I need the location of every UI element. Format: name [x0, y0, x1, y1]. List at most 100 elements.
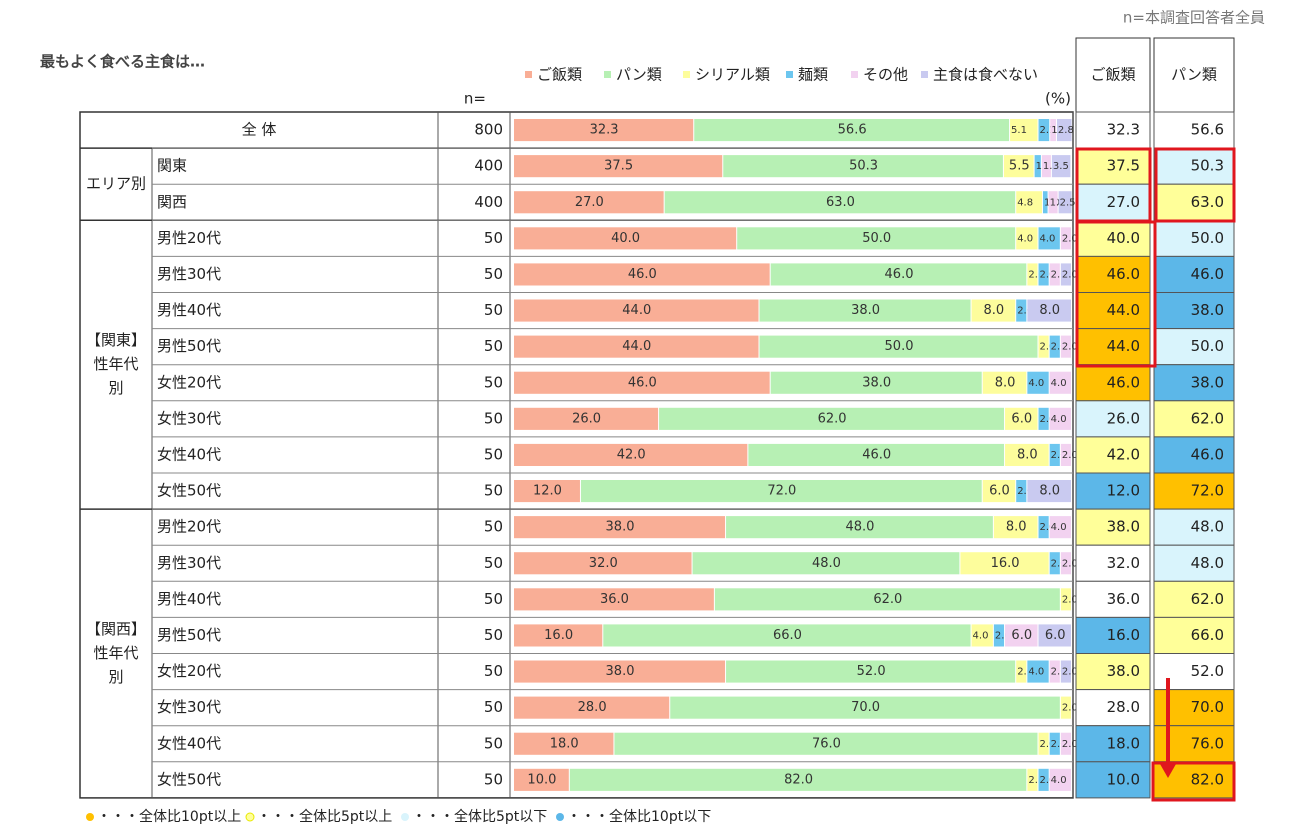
n-value: 400: [474, 193, 503, 211]
unit-label: (%): [1045, 90, 1071, 108]
data-label: 2.0: [1062, 450, 1078, 461]
bar-segment: [1042, 191, 1048, 214]
bar-segment: [982, 371, 1027, 394]
data-label: 4.0: [1040, 233, 1056, 244]
data-label: 5.1: [1011, 125, 1027, 136]
annotations: [1075, 147, 1236, 802]
bar-segment: [1027, 480, 1071, 503]
bar-segment: [1027, 660, 1049, 683]
legend-label: パン類: [616, 66, 662, 84]
data-label: 32.3: [590, 123, 619, 138]
data-label: 70.0: [851, 700, 880, 715]
data-label: 36.0: [600, 592, 629, 607]
bar-segment: [514, 155, 723, 178]
n-value: 50: [484, 662, 503, 680]
bar-segment: [1016, 480, 1027, 503]
data-label: 46.0: [628, 267, 657, 282]
cell-value: 72.0: [1191, 482, 1224, 500]
legend-dot: [401, 813, 409, 821]
data-label: 2.0: [1040, 414, 1056, 425]
cell-value: 27.0: [1107, 193, 1140, 211]
data-label: 52.0: [857, 664, 886, 679]
data-label: 12.0: [533, 484, 562, 499]
n-value: 800: [474, 121, 503, 139]
n-value: 50: [484, 734, 503, 752]
data-label: 2.0: [1017, 667, 1033, 678]
bar-segment: [1049, 768, 1071, 791]
row-label: 女性30代: [157, 409, 221, 427]
data-label: 8.0: [984, 303, 1005, 318]
cell-value: 40.0: [1107, 229, 1140, 247]
bar-segment: [670, 696, 1060, 719]
bar-segment: [692, 552, 960, 575]
bar-segment: [1010, 119, 1038, 142]
data-label: 46.0: [885, 267, 914, 282]
n-value: 50: [484, 337, 503, 355]
bar-segment: [1027, 371, 1049, 394]
data-label: 2.0: [1062, 269, 1078, 280]
bar-segment: [737, 227, 1016, 250]
bar-segment: [1005, 443, 1049, 466]
cell-value: 62.0: [1191, 590, 1224, 608]
cell-value: 44.0: [1107, 337, 1140, 355]
bar-segment: [1060, 696, 1071, 719]
data-label: 2.0: [1040, 775, 1056, 786]
data-label: 26.0: [572, 411, 601, 426]
cell-value: 46.0: [1107, 373, 1140, 391]
row-label: 男性30代: [157, 265, 221, 283]
cell-value: 66.0: [1191, 626, 1224, 644]
data-label: 37.5: [604, 159, 633, 174]
data-label: 2.0: [1028, 269, 1044, 280]
data-label: 16.0: [991, 556, 1020, 571]
data-label: 46.0: [862, 447, 891, 462]
bar-segment: [770, 371, 982, 394]
bar-segment: [694, 119, 1010, 142]
bar-segment: [614, 732, 1038, 755]
data-label: 18.0: [550, 736, 579, 751]
cell-value: 10.0: [1107, 770, 1140, 788]
data-label: 82.0: [784, 772, 813, 787]
data-label: 38.0: [606, 520, 635, 535]
legend-swatch: [851, 71, 858, 78]
legend-label: ・・・全体比5pt以上: [257, 808, 392, 825]
column-header: パン類: [1171, 66, 1217, 84]
n-value: 50: [484, 301, 503, 319]
bar-segment: [1049, 263, 1060, 286]
cell-value: 36.0: [1107, 590, 1140, 608]
cell-value: 50.0: [1191, 229, 1224, 247]
data-label: 6.0: [1045, 628, 1066, 643]
data-label: 4.0: [1051, 775, 1067, 786]
group-label: 性年代: [93, 644, 138, 662]
data-label: 42.0: [617, 447, 646, 462]
bar-segment: [1038, 732, 1049, 755]
legend-label: ・・・全体比5pt以下: [412, 808, 547, 825]
bar-segment: [514, 371, 770, 394]
data-label: 4.0: [1017, 233, 1033, 244]
legend-swatch: [525, 71, 532, 78]
value-cell: [1075, 328, 1151, 366]
row-label: 男性30代: [157, 554, 221, 572]
group-label: 【関東】: [86, 331, 146, 349]
row-label: 女性40代: [157, 734, 221, 752]
bar-segment: [1060, 443, 1071, 466]
data-label: 2.0: [1051, 450, 1067, 461]
cell-value: 46.0: [1191, 445, 1224, 463]
bar-segment: [960, 552, 1049, 575]
data-label: 2.0: [1062, 703, 1078, 714]
n-value: 50: [484, 518, 503, 536]
legend-label: 主食は食べない: [933, 66, 1038, 84]
chart-title: 最もよく食べる主食は…: [40, 53, 205, 71]
data-label: 8.0: [1006, 520, 1027, 535]
data-label: 16.0: [544, 628, 573, 643]
bar-segment: [1038, 227, 1060, 250]
value-cell: [1153, 219, 1235, 257]
data-label: 4.0: [1051, 522, 1067, 533]
header-cell: [1075, 37, 1151, 113]
bar-segment: [514, 407, 659, 430]
value-cell: [1153, 616, 1235, 655]
bar-segment: [1049, 660, 1060, 683]
bar-segment: [1049, 407, 1071, 430]
bar-segment: [514, 660, 726, 683]
group-label: 【関西】: [86, 620, 146, 638]
bar-segment: [514, 768, 569, 791]
